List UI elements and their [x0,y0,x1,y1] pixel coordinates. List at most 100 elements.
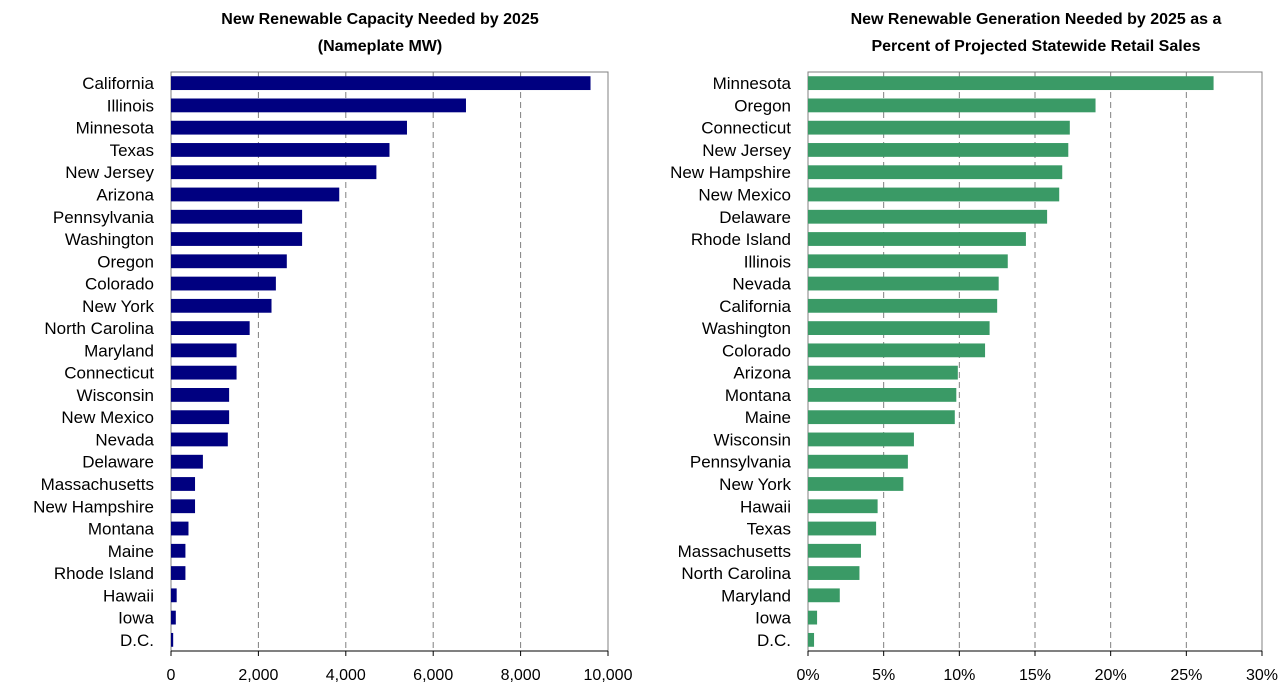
percent-tick-label: 15% [1019,667,1051,684]
percent-bar [808,566,860,580]
percent-bar [808,432,914,447]
capacity-category-label: Washington [65,230,154,249]
capacity-category-label: Texas [110,141,154,160]
capacity-bar [171,477,196,491]
percent-category-label: Delaware [719,208,791,227]
capacity-category-label: Connecticut [64,364,154,383]
capacity-bar [171,566,186,580]
percent-bar [808,76,1214,91]
percent-bar [808,610,818,625]
capacity-bar [171,298,272,313]
capacity-category-label: Montana [88,520,155,539]
percent-bar [808,632,815,647]
percent-bar [808,499,878,514]
capacity-bar [171,187,340,202]
capacity-bar [171,610,176,625]
percent-category-label: Pennsylvania [690,453,792,472]
percent-category-label: Minnesota [713,74,792,93]
capacity-bar [171,499,196,514]
percent-category-label: New York [719,475,791,494]
percent-tick-label: 10% [943,667,975,684]
percent-bar [808,343,986,358]
percent-category-label: Colorado [722,341,791,360]
capacity-category-label: Maryland [84,341,154,360]
capacity-category-label: Maine [108,542,154,561]
percent-bar [808,209,1048,224]
capacity-bar [171,388,230,402]
capacity-chart-title-line-1: New Renewable Capacity Needed by 2025 [221,11,539,28]
percent-bar [808,521,877,536]
capacity-bar [171,454,203,469]
capacity-bar [171,165,377,180]
percent-bar [808,276,999,291]
capacity-category-label: Colorado [85,275,154,294]
percent-category-label: Illinois [744,252,791,271]
capacity-category-label: Hawaii [103,586,154,605]
capacity-category-label: D.C. [120,631,154,650]
percent-bar [808,388,957,402]
percent-bar [808,543,861,558]
percent-category-label: Arizona [733,364,791,383]
percent-category-label: Massachusetts [678,542,791,561]
capacity-bar [171,543,186,558]
percent-bar [808,187,1060,202]
capacity-category-label: Arizona [96,185,154,204]
percent-bar [808,321,990,335]
capacity-bar [171,588,177,603]
percent-category-label: Rhode Island [691,230,791,249]
percent-bar [808,98,1096,113]
capacity-tick-label: 10,000 [584,667,633,684]
capacity-bar [171,632,174,647]
capacity-bar [171,76,591,91]
percent-bar [808,588,840,603]
percent-bar [808,120,1070,135]
percent-category-label: Maine [745,408,791,427]
capacity-tick-label: 6,000 [413,667,453,684]
percent-category-label: Washington [702,319,791,338]
percent-bar [808,477,904,491]
percent-bar [808,165,1063,180]
capacity-tick-label: 4,000 [326,667,366,684]
capacity-bar [171,232,303,246]
capacity-tick-label: 2,000 [238,667,278,684]
capacity-bar [171,365,237,380]
percent-category-label: Nevada [732,275,791,294]
percent-category-label: New Hampshire [670,163,791,182]
percent-bar [808,365,958,380]
percent-category-label: Hawaii [740,497,791,516]
capacity-bar [171,276,276,291]
percent-tick-label: 5% [872,667,895,684]
capacity-plot-frame [170,71,609,652]
percent-bar [808,298,998,313]
percent-bar [808,410,955,425]
capacity-category-label: North Carolina [44,319,154,338]
percent-bar [808,454,908,469]
capacity-category-label: Minnesota [76,119,155,138]
capacity-category-label: Nevada [95,430,154,449]
percent-category-label: Montana [725,386,792,405]
percent-category-label: North Carolina [681,564,791,583]
capacity-bar [171,321,250,335]
capacity-category-label: Wisconsin [77,386,154,405]
capacity-category-label: Massachusetts [41,475,154,494]
capacity-bar [171,410,230,425]
percent-category-label: Connecticut [701,119,791,138]
capacity-category-label: New Hampshire [33,497,154,516]
capacity-bar [171,143,390,157]
capacity-tick-label: 0 [167,667,176,684]
capacity-category-label: Pennsylvania [53,208,155,227]
capacity-bar [171,98,466,113]
capacity-category-label: New Mexico [61,408,154,427]
percent-category-label: California [719,297,791,316]
capacity-bar [171,209,303,224]
capacity-bar [171,343,237,358]
capacity-chart-title-line-2: (Nameplate MW) [318,38,442,55]
capacity-category-label: California [82,74,154,93]
capacity-category-label: New Jersey [65,163,154,182]
percent-bar [808,232,1026,246]
capacity-bar [171,432,228,447]
percent-category-label: Maryland [721,586,791,605]
percent-chart-title-line-1: New Renewable Generation Needed by 2025 … [851,11,1222,28]
